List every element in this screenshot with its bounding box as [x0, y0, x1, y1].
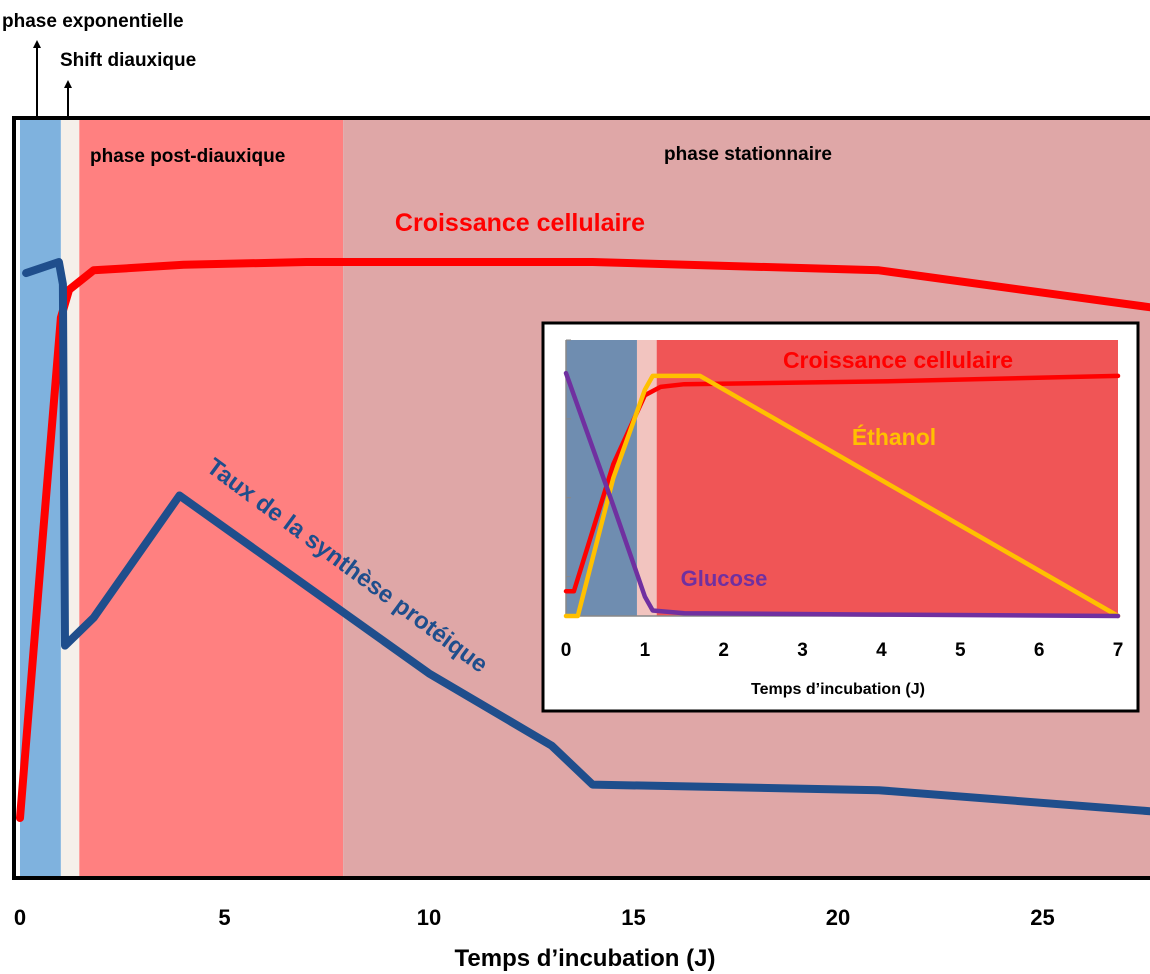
main-series-lines [16, 258, 1150, 822]
inset-x-tick-labels: 0 1 2 3 4 5 6 7 [561, 640, 1124, 661]
main-x-tick-10: 10 [417, 905, 441, 930]
main-x-axis-title: Temps d’incubation (J) [455, 945, 716, 972]
series-line-croissance [16, 258, 1150, 822]
main-x-tick-labels: 0 5 10 15 20 25 [14, 905, 1055, 930]
main-x-tick-25: 25 [1030, 905, 1054, 930]
main-x-tick-0: 0 [14, 905, 26, 930]
inset-x-tick-7: 7 [1113, 640, 1124, 661]
inset-x-tick-1: 1 [640, 640, 651, 661]
inset-x-tick-0: 0 [561, 640, 572, 661]
inset-x-tick-4: 4 [876, 640, 887, 661]
inset-label-croissance: Croissance cellulaire [783, 347, 1013, 373]
inset-x-tick-6: 6 [1034, 640, 1045, 661]
marker-arrow-head-0 [33, 40, 41, 48]
inset-x-tick-3: 3 [797, 640, 808, 661]
phase-label-stationnaire: phase stationnaire [664, 144, 832, 165]
marker-label-shift: Shift diauxique [60, 50, 196, 71]
inset-label-glucose: Glucose [681, 566, 768, 591]
inset-x-tick-5: 5 [955, 640, 966, 661]
phase-band-post-diauxique [79, 120, 344, 876]
inset-label-ethanol: Éthanol [852, 423, 936, 450]
main-x-tick-5: 5 [218, 905, 230, 930]
inset-phase-band-shift-diauxique [636, 340, 657, 616]
phase-marker-arrows [33, 40, 72, 118]
inset-series-lines [563, 370, 1121, 619]
main-x-tick-15: 15 [621, 905, 645, 930]
marker-label-exponentielle: phase exponentielle [2, 11, 184, 32]
series-line-synthese [22, 258, 1150, 816]
inset-series-line-glucose [563, 370, 1121, 619]
main-x-tick-20: 20 [826, 905, 850, 930]
inset-series-line-ethanol [563, 373, 1121, 619]
inset-x-tick-2: 2 [718, 640, 729, 661]
inset-x-axis-title: Temps d’incubation (J) [751, 681, 925, 698]
main-plot-frame [12, 116, 1150, 880]
series-label-croissance: Croissance cellulaire [395, 209, 645, 237]
phase-label-post-diauxique: phase post-diauxique [90, 146, 285, 167]
marker-arrow-head-1 [64, 80, 72, 88]
inset-series-line-croissance [563, 373, 1121, 594]
